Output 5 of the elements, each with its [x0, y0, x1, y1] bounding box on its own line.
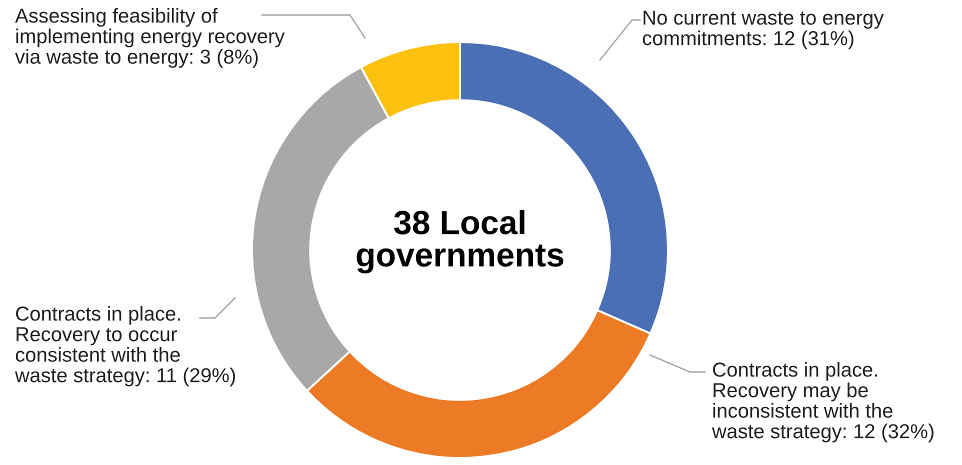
slice-label: Contracts in place. Recovery to occur consistent with the waste strategy: 11 (29%): [14, 306, 236, 386]
slice-label: Assessing feasibility of implementing energy recovery via waste to energy: 3 (8%): [15, 8, 285, 68]
slice-label: Contracts in place. Recovery may be inconsistent with the waste strategy: 12 (32%): [712, 362, 934, 442]
slice-label: No current waste to energy commitments: 12 (31%): [642, 10, 884, 50]
text: 38 Local governments: [356, 210, 564, 274]
